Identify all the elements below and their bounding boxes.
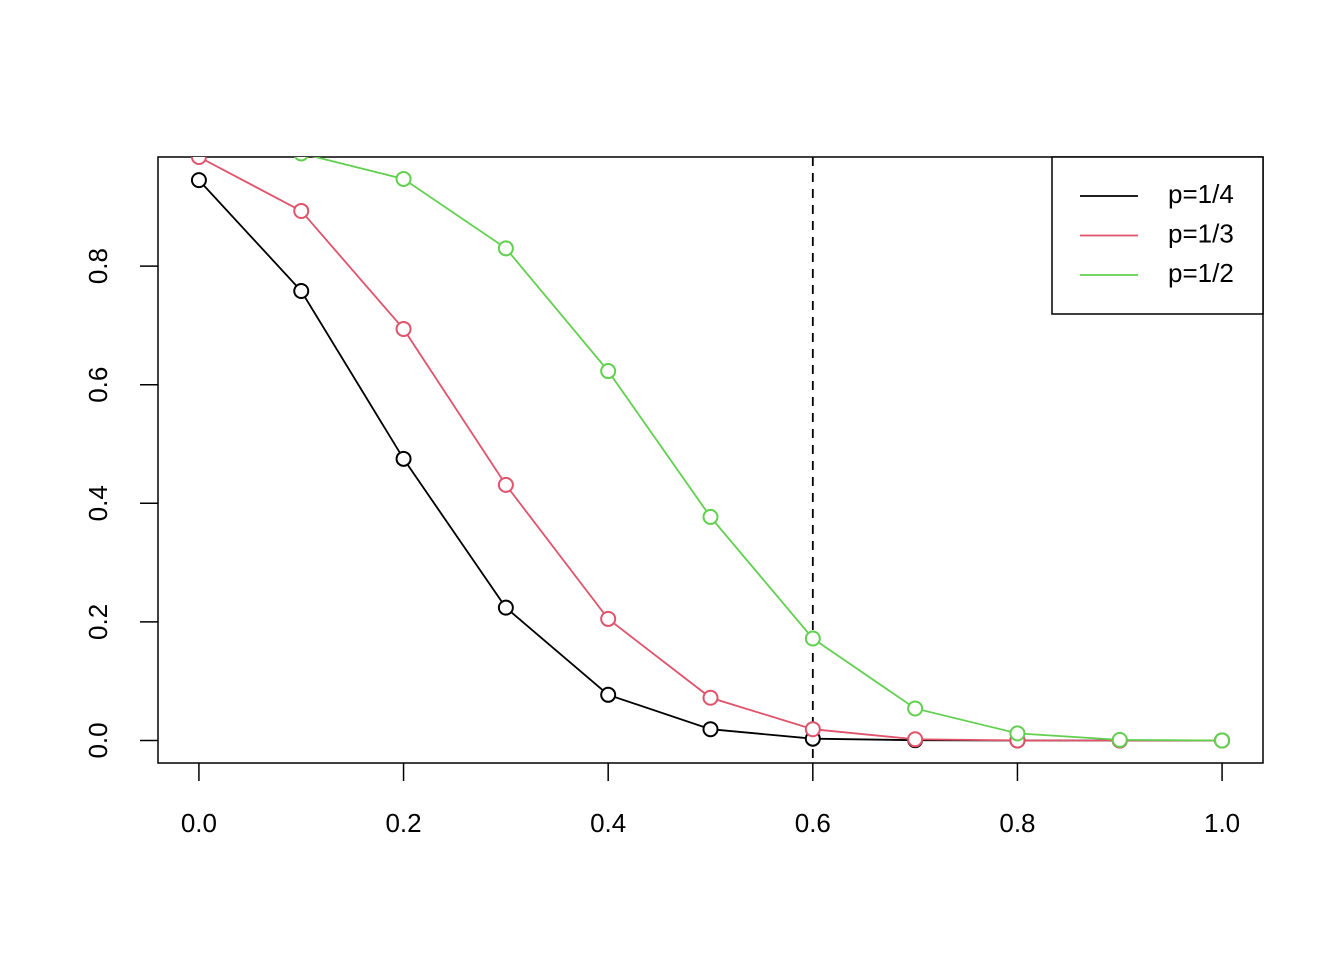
legend-label: p=1/3 <box>1168 218 1234 248</box>
data-point <box>600 686 617 703</box>
data-point <box>804 630 821 647</box>
data-point <box>804 721 821 738</box>
data-point <box>600 610 617 627</box>
data-point <box>497 476 514 493</box>
data-point <box>395 320 412 337</box>
y-tick-label: 0.0 <box>83 722 113 758</box>
data-point <box>702 721 719 738</box>
data-point <box>395 450 412 467</box>
data-point <box>600 363 617 380</box>
data-point <box>702 689 719 706</box>
y-tick-label: 0.8 <box>83 248 113 284</box>
y-tick-label: 0.4 <box>83 485 113 521</box>
data-point <box>294 157 309 162</box>
y-tick-label: 0.6 <box>83 367 113 403</box>
data-point <box>192 141 206 155</box>
x-tick-label: 0.8 <box>999 808 1035 838</box>
plot-frame <box>157 156 1264 764</box>
x-tick-label: 0.0 <box>181 808 217 838</box>
x-tick-label: 0.2 <box>385 808 421 838</box>
plot-area <box>190 141 1231 763</box>
data-point <box>293 202 310 219</box>
data-point <box>395 170 412 187</box>
data-point <box>190 172 207 189</box>
data-point <box>907 731 924 748</box>
data-point <box>702 508 719 525</box>
y-tick-label: 0.2 <box>83 604 113 640</box>
x-tick-label: 0.6 <box>795 808 831 838</box>
data-point <box>190 157 207 165</box>
data-point <box>1111 731 1128 748</box>
data-point <box>907 700 924 717</box>
data-point <box>1009 725 1026 742</box>
data-point <box>497 599 514 616</box>
data-point <box>293 283 310 300</box>
x-tick-label: 0.4 <box>590 808 626 838</box>
x-tick-label: 1.0 <box>1204 808 1240 838</box>
data-point <box>497 240 514 257</box>
legend-label: p=1/2 <box>1168 258 1234 288</box>
data-point <box>1214 732 1231 749</box>
legend-label: p=1/4 <box>1168 179 1234 209</box>
